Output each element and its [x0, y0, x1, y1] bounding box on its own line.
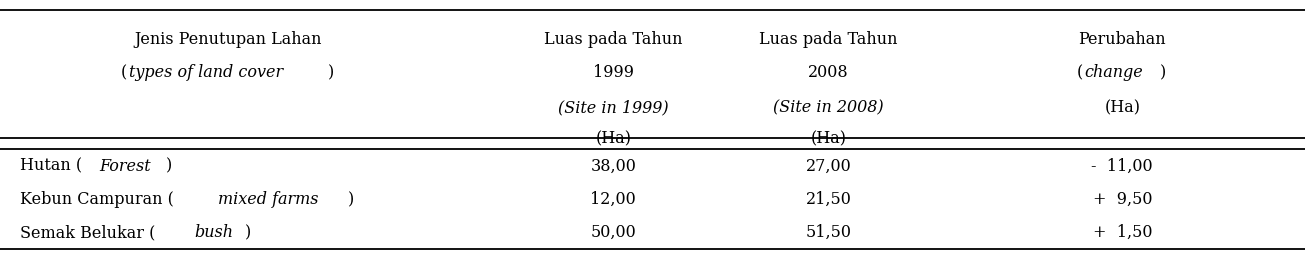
Text: -  11,00: - 11,00 — [1091, 158, 1154, 175]
Text: (: ( — [1077, 64, 1083, 81]
Text: Forest: Forest — [99, 158, 151, 175]
Text: 21,50: 21,50 — [805, 191, 852, 208]
Text: mixed farms: mixed farms — [218, 191, 318, 208]
Text: (Site in 2008): (Site in 2008) — [774, 100, 883, 116]
Text: 27,00: 27,00 — [805, 158, 852, 175]
Text: 38,00: 38,00 — [590, 158, 637, 175]
Text: change: change — [1084, 64, 1143, 81]
Text: Luas pada Tahun: Luas pada Tahun — [760, 31, 898, 48]
Text: Luas pada Tahun: Luas pada Tahun — [544, 31, 683, 48]
Text: ): ) — [166, 158, 172, 175]
Text: (Ha): (Ha) — [595, 130, 632, 147]
Text: types of land cover: types of land cover — [129, 64, 283, 81]
Text: bush: bush — [194, 224, 234, 241]
Text: 50,00: 50,00 — [590, 224, 637, 241]
Text: 51,50: 51,50 — [805, 224, 852, 241]
Text: ): ) — [328, 64, 334, 81]
Text: +  1,50: + 1,50 — [1092, 224, 1152, 241]
Text: Kebun Campuran (: Kebun Campuran ( — [20, 191, 174, 208]
Text: (Site in 1999): (Site in 1999) — [559, 100, 668, 116]
Text: 2008: 2008 — [808, 64, 850, 81]
Text: 1999: 1999 — [592, 64, 634, 81]
Text: ): ) — [1160, 64, 1167, 81]
Text: ): ) — [244, 224, 251, 241]
Text: Hutan (: Hutan ( — [20, 158, 82, 175]
Text: +  9,50: + 9,50 — [1092, 191, 1152, 208]
Text: (Ha): (Ha) — [810, 130, 847, 147]
Text: 12,00: 12,00 — [590, 191, 637, 208]
Text: ): ) — [348, 191, 354, 208]
Text: Semak Belukar (: Semak Belukar ( — [20, 224, 155, 241]
Text: Jenis Penutupan Lahan: Jenis Penutupan Lahan — [134, 31, 322, 48]
Text: (Ha): (Ha) — [1104, 100, 1141, 116]
Text: (: ( — [121, 64, 127, 81]
Text: Perubahan: Perubahan — [1078, 31, 1167, 48]
